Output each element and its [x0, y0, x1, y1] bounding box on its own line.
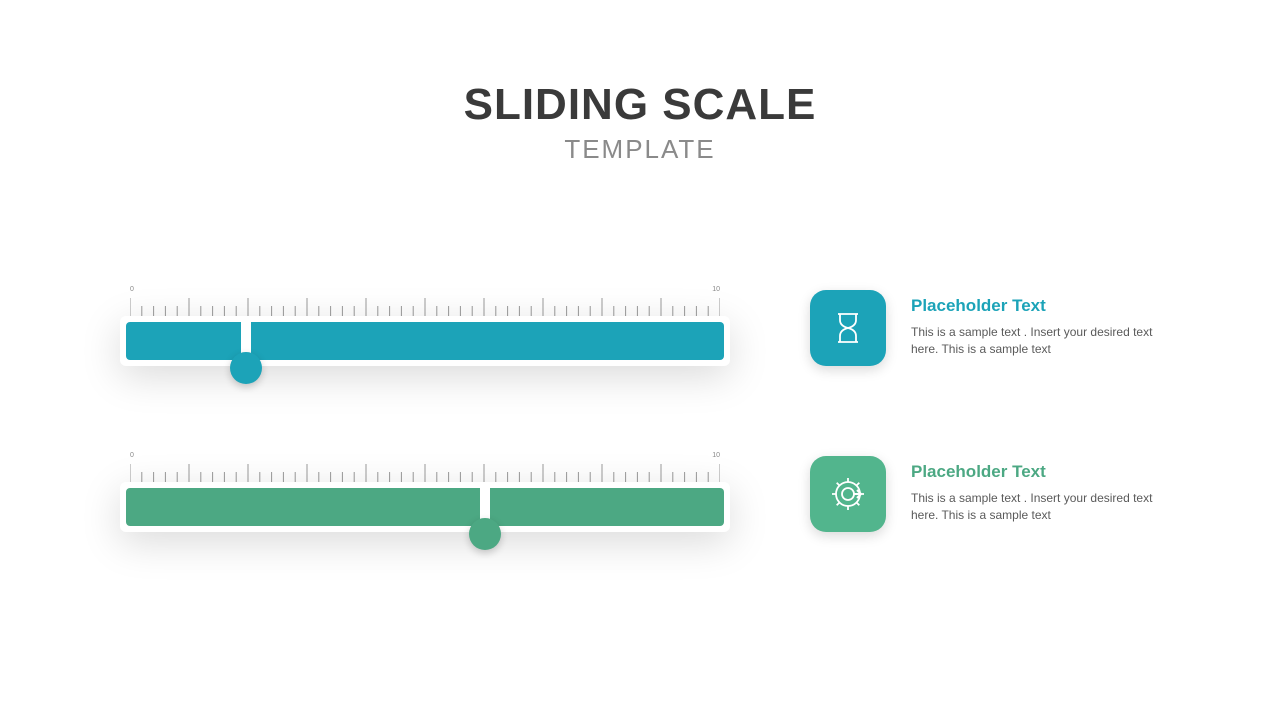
page-subtitle: TEMPLATE — [0, 134, 1280, 165]
slider-row-1: 0 10 — [120, 290, 1160, 366]
slider-row-2: 0 10 — [120, 456, 1160, 532]
info-text-2: Placeholder Text This is a sample text .… — [911, 456, 1160, 524]
slider-handle-2[interactable] — [469, 518, 501, 550]
ruler-1: 0 10 — [130, 290, 720, 316]
info-text-1: Placeholder Text This is a sample text .… — [911, 290, 1160, 358]
content-area: 0 10 — [120, 290, 1160, 622]
slider-bar-2 — [126, 488, 724, 526]
ruler-min-label: 0 — [130, 286, 134, 293]
info-block-1: Placeholder Text This is a sample text .… — [810, 290, 1160, 366]
info-desc-1: This is a sample text . Insert your desi… — [911, 324, 1160, 358]
slider-container-2[interactable] — [120, 482, 730, 532]
slider-block-1: 0 10 — [120, 290, 730, 366]
slider-container-1[interactable] — [120, 316, 730, 366]
gear-icon — [827, 473, 869, 515]
slider-handle-1[interactable] — [230, 352, 262, 384]
ruler-2: 0 10 — [130, 456, 720, 482]
slider-bar-1 — [126, 322, 724, 360]
info-title-2: Placeholder Text — [911, 462, 1160, 482]
ruler-min-label: 0 — [130, 452, 134, 459]
info-title-1: Placeholder Text — [911, 296, 1160, 316]
page-title: SLIDING SCALE — [0, 80, 1280, 130]
header: SLIDING SCALE TEMPLATE — [0, 0, 1280, 165]
slider-block-2: 0 10 — [120, 456, 730, 532]
ruler-ticks-2 — [130, 456, 720, 482]
info-desc-2: This is a sample text . Insert your desi… — [911, 490, 1160, 524]
ruler-ticks-1 — [130, 290, 720, 316]
icon-box-2 — [810, 456, 886, 532]
ruler-max-label: 10 — [712, 452, 720, 459]
hourglass-icon — [828, 308, 868, 348]
icon-box-1 — [810, 290, 886, 366]
info-block-2: Placeholder Text This is a sample text .… — [810, 456, 1160, 532]
ruler-max-label: 10 — [712, 286, 720, 293]
